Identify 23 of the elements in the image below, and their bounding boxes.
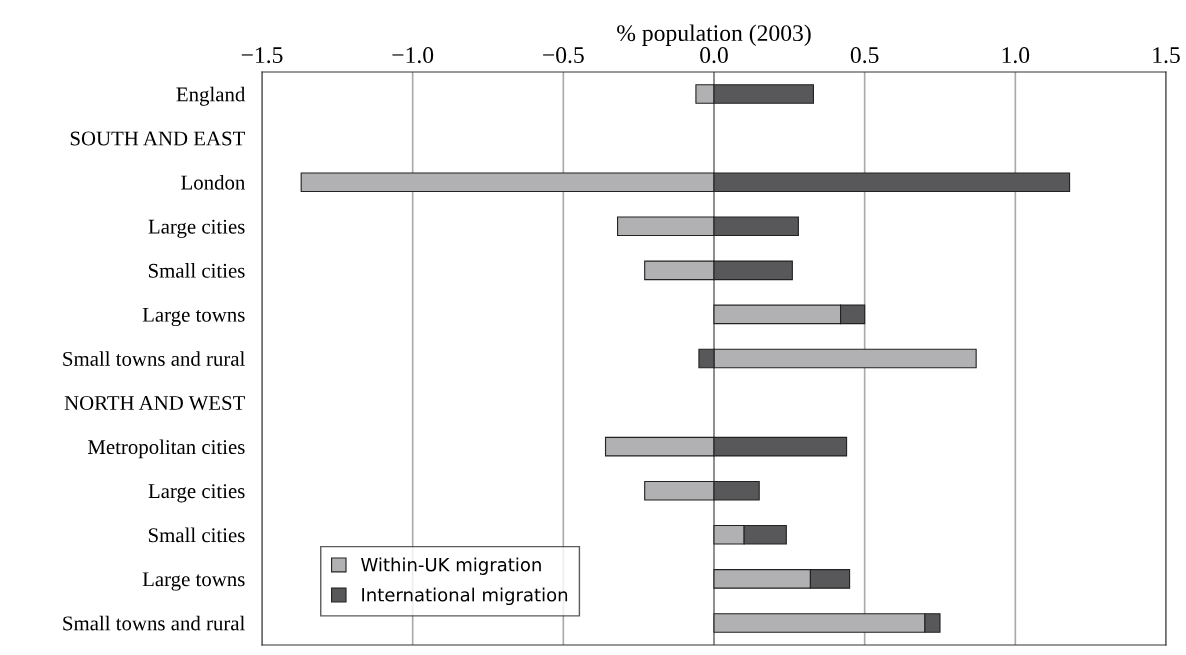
y-tick-label: London xyxy=(181,174,246,190)
legend-label: International migration xyxy=(362,587,568,606)
y-tick-label: Small cities xyxy=(148,263,245,278)
y-tick-label: Large towns xyxy=(142,307,245,327)
y-tick-label: England xyxy=(176,86,246,106)
y-tick-label: Large cities xyxy=(148,219,245,238)
x-tick-label: −1.5 xyxy=(241,47,283,64)
y-tick-label: Large cities xyxy=(148,484,245,503)
legend-label: Within-UK migration xyxy=(361,557,541,575)
y-tick-label: Metropolitan cities xyxy=(87,439,245,459)
y-tick-label: SOUTH AND EAST xyxy=(70,131,245,146)
x-tick-label: 0.0 xyxy=(700,47,728,64)
x-tick-label: −1.0 xyxy=(392,47,434,64)
x-tick-label: 1.5 xyxy=(1153,47,1180,64)
y-tick-label: Large towns xyxy=(142,572,245,591)
y-tick-label: Small cities xyxy=(148,527,245,543)
x-axis-title: % population (2003) xyxy=(617,24,811,46)
x-tick-label: 1.0 xyxy=(1002,47,1030,64)
y-tick-label: NORTH AND WEST xyxy=(64,396,245,411)
x-tick-label: 0.5 xyxy=(850,47,879,64)
y-tick-label: Small towns and rural xyxy=(63,615,245,631)
x-tick-label: −0.5 xyxy=(543,47,584,64)
y-tick-label: Small towns and rural xyxy=(63,351,245,366)
